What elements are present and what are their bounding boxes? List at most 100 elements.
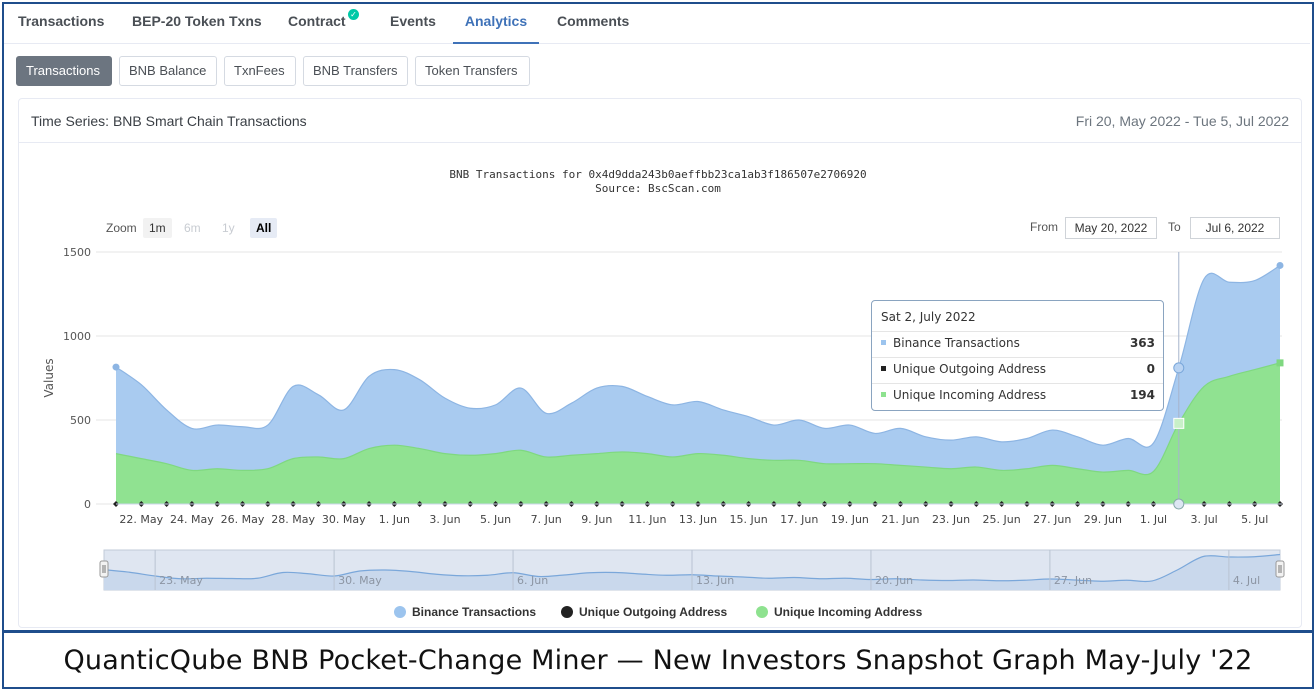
to-date-input[interactable] — [1190, 217, 1280, 239]
tooltip-name: Unique Outgoing Address — [893, 362, 1047, 376]
legend-label: Unique Incoming Address — [774, 605, 923, 619]
x-tick-label: 15. Jun — [730, 513, 768, 526]
subtab-txnfees[interactable]: TxnFees — [224, 56, 296, 86]
tooltip-row-tx: Binance Transactions 363 — [881, 336, 1155, 354]
navigator-tick-label: 23. May — [159, 574, 203, 587]
hover-point-tx — [1173, 362, 1185, 374]
chart-title: BNB Transactions for 0x4d9dda243b0aeffbb… — [449, 168, 867, 181]
from-date-input[interactable] — [1065, 217, 1157, 239]
x-tick-label: 27. Jun — [1033, 513, 1071, 526]
y-axis-label: Values — [42, 358, 56, 397]
subtab-token-transfers[interactable]: Token Transfers — [415, 56, 530, 86]
y-tick-label: 1500 — [63, 246, 91, 259]
legend-dot — [756, 606, 768, 618]
x-tick-label: 3. Jul — [1190, 513, 1217, 526]
zoom-all-button[interactable]: All — [250, 218, 278, 238]
zoom-label: Zoom — [106, 221, 137, 235]
navigator-tick-label: 13. Jun — [696, 574, 734, 587]
zoom-1y-button[interactable]: 1y — [222, 221, 235, 235]
binance-transactions-area — [116, 265, 1280, 504]
tooltip-dot-incoming — [881, 392, 886, 397]
end-point — [1276, 261, 1284, 269]
unique-incoming-line — [115, 362, 1281, 476]
chart-tooltip: Sat 2, July 2022 Binance Transactions 36… — [871, 300, 1164, 411]
tab-analytics[interactable]: Analytics — [453, 4, 539, 44]
x-tick-label: 17. Jun — [780, 513, 818, 526]
binance-transactions-line — [115, 264, 1281, 448]
navigator-tick-label: 4. Jul — [1233, 574, 1260, 587]
subtab-transactions[interactable]: Transactions — [16, 56, 112, 86]
x-tick-label: 19. Jun — [831, 513, 869, 526]
from-label: From — [1030, 220, 1058, 234]
tooltip-row-outgoing: Unique Outgoing Address 0 — [881, 362, 1155, 380]
start-point — [112, 363, 120, 371]
legend-label: Binance Transactions — [412, 605, 537, 619]
x-tick-label: 1. Jun — [379, 513, 410, 526]
subtab-bnb-balance[interactable]: BNB Balance — [119, 56, 217, 86]
tooltip-value: 363 — [1129, 336, 1155, 350]
navigator-tick-label: 27. Jun — [1054, 574, 1092, 587]
x-tick-label: 21. Jun — [881, 513, 919, 526]
tab-events[interactable]: Events — [390, 13, 436, 29]
navigator-tick-label: 20. Jun — [875, 574, 913, 587]
y-tick-label: 500 — [70, 414, 91, 427]
zoom-6m-button[interactable]: 6m — [184, 221, 201, 235]
tab-comments[interactable]: Comments — [557, 13, 630, 29]
legend-unique-outgoing[interactable]: Unique Outgoing Address — [561, 605, 727, 621]
x-tick-label: 23. Jun — [932, 513, 970, 526]
card-title: Time Series: BNB Smart Chain Transaction… — [31, 113, 307, 129]
chart-markers — [112, 252, 1284, 510]
tab-transactions[interactable]: Transactions — [18, 13, 105, 29]
y-tick-label: 0 — [84, 498, 91, 511]
tooltip-value: 0 — [1146, 362, 1155, 376]
tooltip-dot-outgoing — [881, 366, 886, 371]
to-label: To — [1168, 220, 1181, 234]
navigator: 23. May 30. May 6. Jun 13. Jun 20. Jun 27. Ju… — [99, 549, 1285, 591]
zoom-1m-button[interactable]: 1m — [143, 218, 172, 238]
tab-contract[interactable]: Contract — [288, 4, 346, 44]
legend-binance-transactions[interactable]: Binance Transactions — [394, 605, 536, 621]
x-tick-label: 24. May — [170, 513, 214, 526]
x-tick-label: 5. Jun — [480, 513, 511, 526]
navigator-tick-label: 6. Jun — [517, 574, 548, 587]
hover-point-incoming — [1173, 417, 1185, 429]
x-tick-label: 22. May — [119, 513, 163, 526]
tooltip-row-incoming: Unique Incoming Address 194 — [881, 388, 1155, 406]
x-tick-label: 25. Jun — [983, 513, 1021, 526]
x-tick-label: 11. Jun — [628, 513, 666, 526]
chart-subtitle: Source: BscScan.com — [595, 182, 721, 195]
legend-dot — [561, 606, 573, 618]
tab-contract-label: Contract — [288, 13, 346, 29]
tooltip-divider — [872, 357, 1163, 358]
end-point-incoming — [1276, 359, 1284, 367]
tooltip-name: Binance Transactions — [893, 336, 1020, 350]
caption-divider — [2, 630, 1314, 633]
tooltip-divider — [872, 331, 1163, 332]
navigator-right-handle[interactable] — [1275, 560, 1285, 578]
image-caption: QuanticQube BNB Pocket-Change Miner — Ne… — [63, 645, 1253, 676]
verified-check-icon: ✓ — [348, 9, 359, 20]
x-tick-label: 7. Jun — [531, 513, 562, 526]
tooltip-name: Unique Incoming Address — [893, 388, 1047, 402]
legend-dot — [394, 606, 406, 618]
legend-unique-incoming[interactable]: Unique Incoming Address — [756, 605, 922, 621]
x-axis-ticks: 22. May 24. May 26. May 28. May 30. May 1. Ju… — [119, 513, 1268, 526]
tooltip-date: Sat 2, July 2022 — [881, 310, 976, 324]
x-tick-label: 5. Jul — [1241, 513, 1268, 526]
chart-areas — [115, 264, 1281, 504]
tooltip-value: 194 — [1129, 388, 1155, 402]
subtab-bnb-transfers[interactable]: BNB Transfers — [303, 56, 408, 86]
x-tick-label: 26. May — [221, 513, 265, 526]
legend-label: Unique Outgoing Address — [579, 605, 728, 619]
card-header: Time Series: BNB Smart Chain Transaction… — [19, 99, 1301, 143]
x-tick-label: 28. May — [271, 513, 315, 526]
y-tick-label: 1000 — [63, 330, 91, 343]
x-tick-label: 29. Jun — [1084, 513, 1122, 526]
navigator-tick-label: 30. May — [338, 574, 382, 587]
navigator-left-handle[interactable] — [99, 560, 109, 578]
tooltip-dot-tx — [881, 340, 886, 345]
y-axis-ticks: 0 500 1000 1500 — [63, 246, 91, 511]
tab-bep20-token-txns[interactable]: BEP-20 Token Txns — [132, 13, 262, 29]
